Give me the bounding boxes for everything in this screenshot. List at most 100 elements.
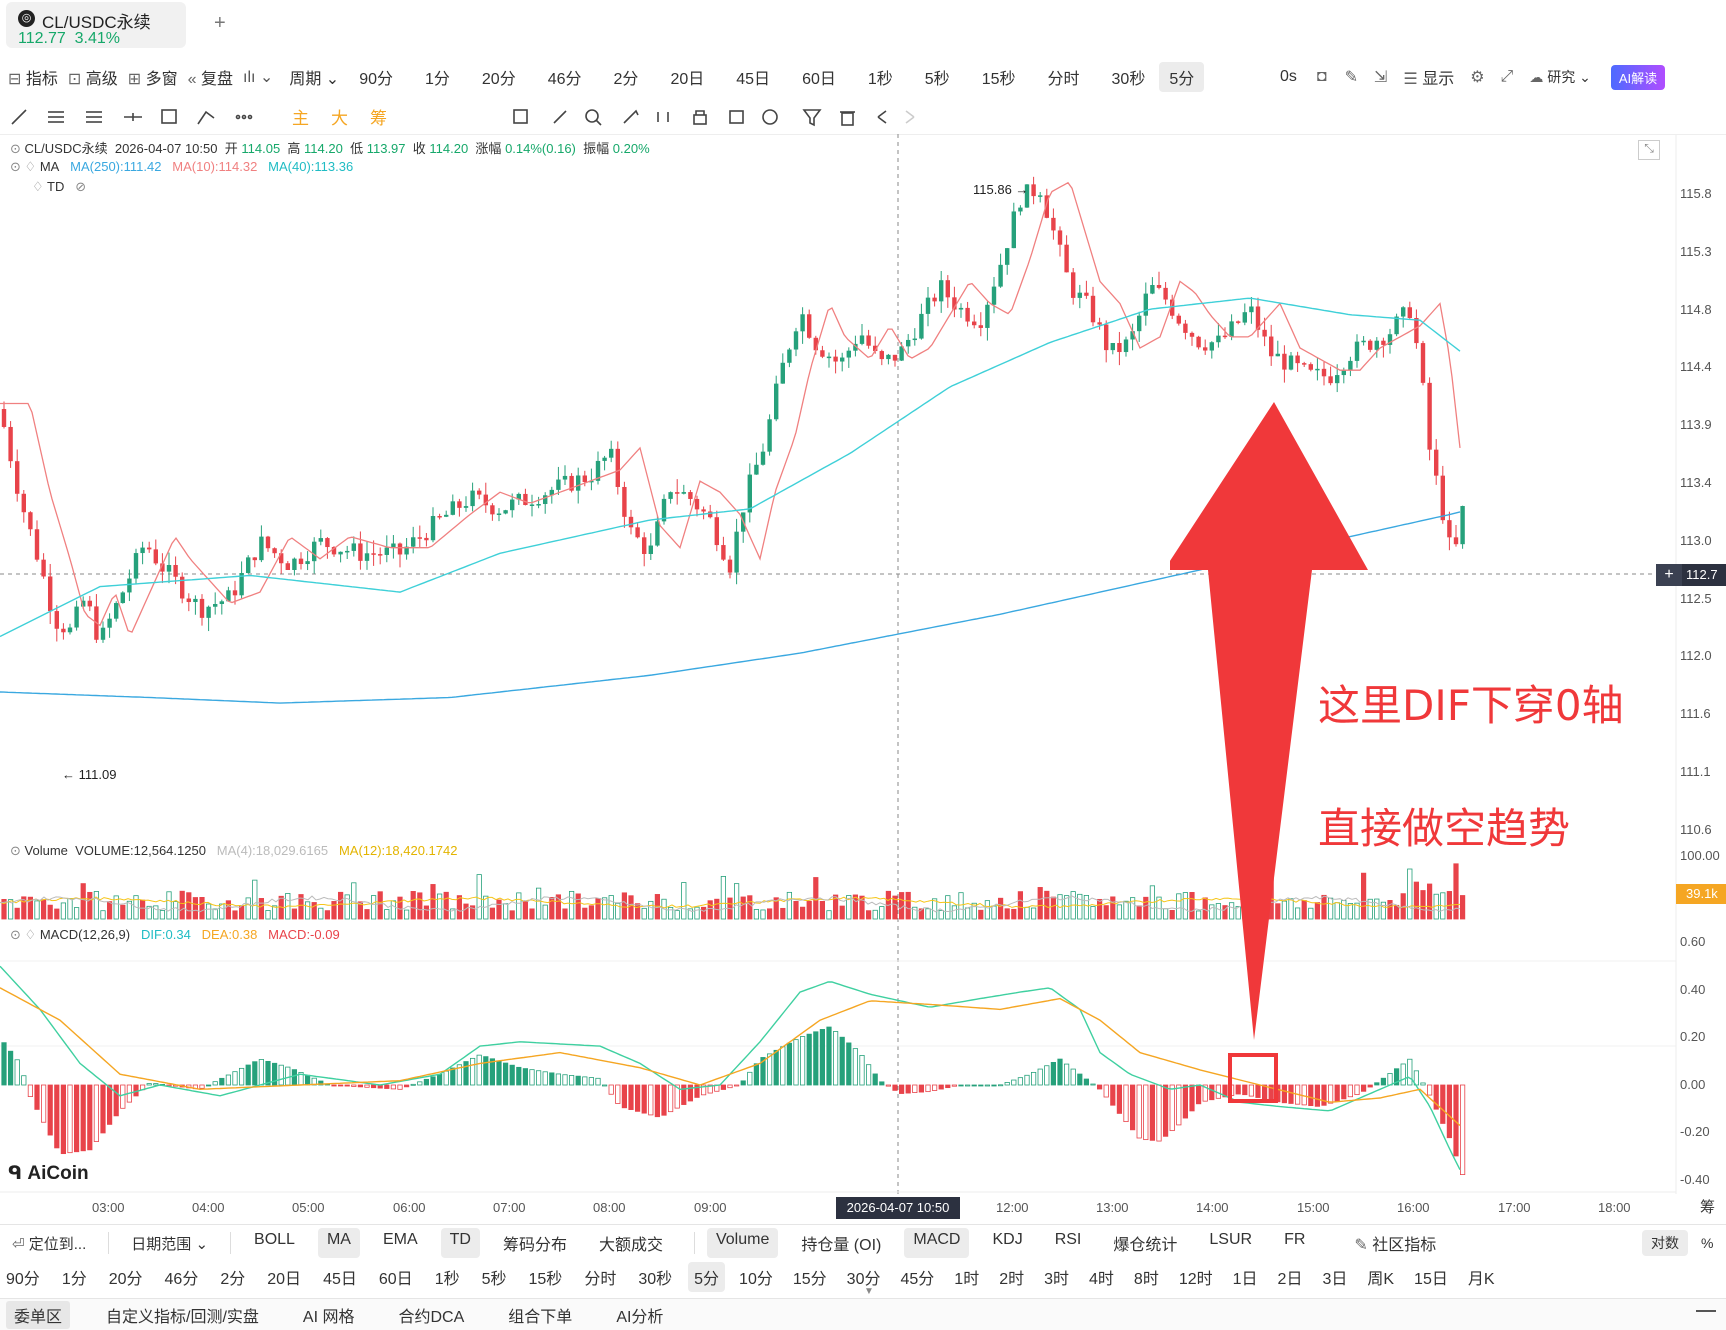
collapse-arrow-icon[interactable]: ▼ xyxy=(864,1286,874,1297)
date-range-dropdown[interactable]: 日期范围 ⌄ xyxy=(131,1235,209,1253)
drawing-tools-icons[interactable] xyxy=(6,104,936,130)
bottom-period-5分[interactable]: 5分 xyxy=(688,1262,726,1292)
percent-toggle[interactable]: % xyxy=(1701,1235,1714,1251)
add-alert-icon[interactable]: + xyxy=(1656,564,1682,586)
indicator-MA[interactable]: MA xyxy=(317,1228,360,1258)
expand-icon[interactable]: ⤡ xyxy=(1638,140,1660,160)
bottom-period-15分[interactable]: 15分 xyxy=(792,1271,827,1288)
bottom-period-30分[interactable]: 30分 xyxy=(846,1271,881,1288)
sub-indicator-Volume[interactable]: Volume xyxy=(706,1228,779,1258)
period-20日[interactable]: 20日 xyxy=(670,71,705,88)
sub-indicator-KDJ[interactable]: KDJ xyxy=(992,1231,1023,1248)
sub-indicator-RSI[interactable]: RSI xyxy=(1054,1231,1082,1248)
research-button[interactable]: ☁ 研究 ⌄ xyxy=(1529,69,1591,85)
period-90分[interactable]: 90分 xyxy=(359,71,393,88)
sub-indicator-FR[interactable]: FR xyxy=(1284,1231,1306,1248)
big-order-toggle[interactable]: 大 xyxy=(331,109,348,128)
bottom-period-60日[interactable]: 60日 xyxy=(378,1271,413,1288)
period-45日[interactable]: 45日 xyxy=(736,71,771,88)
bottom-period-2分[interactable]: 2分 xyxy=(220,1271,246,1288)
bottom-tab-2[interactable]: AI 网格 xyxy=(302,1309,355,1326)
bottom-tab-4[interactable]: 组合下单 xyxy=(508,1309,573,1326)
bottom-period-46分[interactable]: 46分 xyxy=(164,1271,199,1288)
indicator-TD[interactable]: TD xyxy=(440,1228,480,1258)
indicator-BOLL[interactable]: BOLL xyxy=(254,1231,295,1248)
display-button[interactable]: ☰ 显示 xyxy=(1403,71,1455,88)
collapse-icon[interactable]: ⊙ xyxy=(10,141,21,156)
period-1秒[interactable]: 1秒 xyxy=(867,71,893,88)
collapse-icon[interactable]: ⊙ xyxy=(10,927,21,942)
period-15秒[interactable]: 15秒 xyxy=(981,71,1016,88)
period-60日[interactable]: 60日 xyxy=(802,71,836,88)
chip-toggle[interactable]: 筹 xyxy=(370,109,387,128)
period-dropdown[interactable]: 周期 ⌄ xyxy=(289,71,340,88)
bottom-tab-3[interactable]: 合约DCA xyxy=(398,1309,465,1326)
bottom-period-10分[interactable]: 10分 xyxy=(739,1271,773,1288)
bottom-period-20日[interactable]: 20日 xyxy=(267,1271,302,1288)
bottom-period-1日[interactable]: 1日 xyxy=(1232,1271,1258,1288)
collapse-icon[interactable]: ⊙ xyxy=(10,159,21,174)
bottom-period-分时[interactable]: 分时 xyxy=(584,1271,617,1288)
period-2分[interactable]: 2分 xyxy=(613,71,639,88)
export-icon[interactable]: ⇲ xyxy=(1373,69,1388,86)
bottom-period-12时[interactable]: 12时 xyxy=(1178,1271,1213,1288)
settings-icon[interactable]: ⚙ xyxy=(1470,69,1485,86)
bottom-period-5秒[interactable]: 5秒 xyxy=(481,1271,507,1288)
bottom-period-30秒[interactable]: 30秒 xyxy=(638,1271,673,1288)
bottom-tab-0[interactable]: 委单区 xyxy=(6,1301,71,1329)
bottom-period-2日[interactable]: 2日 xyxy=(1277,1271,1303,1288)
sub-indicator-持仓量 (OI)[interactable]: 持仓量 (OI) xyxy=(801,1237,882,1254)
advanced-button[interactable]: ⊡ 高级 xyxy=(67,71,118,88)
fullscreen-icon[interactable]: ⤢ xyxy=(1500,68,1514,85)
period-20分[interactable]: 20分 xyxy=(481,71,516,88)
collapse-icon[interactable]: ⊙ xyxy=(10,843,21,858)
pen-icon[interactable]: ✎ xyxy=(1344,69,1358,86)
bottom-period-45日[interactable]: 45日 xyxy=(323,1271,357,1288)
main-force-toggle[interactable]: 主 xyxy=(292,109,309,128)
indicator-button[interactable]: ⊟ 指标 xyxy=(8,71,58,88)
bottom-period-2时[interactable]: 2时 xyxy=(999,1271,1025,1288)
period-5秒[interactable]: 5秒 xyxy=(924,71,950,88)
eye-off-icon[interactable]: ⊘ xyxy=(75,179,87,194)
add-tab-icon[interactable]: + xyxy=(214,12,226,34)
bottom-period-15秒[interactable]: 15秒 xyxy=(528,1271,563,1288)
symbol-tab[interactable]: ◎ CL/USDC永续 112.77 3.41% xyxy=(6,2,186,48)
bottom-period-1时[interactable]: 1时 xyxy=(954,1271,980,1288)
bottom-period-90分[interactable]: 90分 xyxy=(6,1271,40,1288)
community-indicator-button[interactable]: ✎ 社区指标 xyxy=(1354,1237,1437,1254)
locate-button[interactable]: ⏎ 定位到... xyxy=(12,1235,87,1253)
chart-type-button[interactable]: ılı ⌄ xyxy=(243,69,274,86)
multi-window-button[interactable]: ⊞ 多窗 xyxy=(127,71,178,88)
zero-seconds-label[interactable]: 0s xyxy=(1280,68,1297,85)
indicator-EMA[interactable]: EMA xyxy=(382,1231,418,1248)
period-5分[interactable]: 5分 xyxy=(1159,62,1205,92)
bottom-period-4时[interactable]: 4时 xyxy=(1089,1271,1114,1288)
bottom-period-20分[interactable]: 20分 xyxy=(108,1271,143,1288)
sub-indicator-爆仓统计[interactable]: 爆仓统计 xyxy=(1113,1237,1178,1254)
period-46分[interactable]: 46分 xyxy=(547,71,582,88)
sub-indicator-MACD[interactable]: MACD xyxy=(904,1228,970,1258)
bottom-period-1分[interactable]: 1分 xyxy=(61,1271,87,1288)
ai-interpret-button[interactable]: AI解读 xyxy=(1610,64,1666,90)
bottom-tab-5[interactable]: AI分析 xyxy=(616,1309,664,1326)
bottom-period-3日[interactable]: 3日 xyxy=(1322,1271,1348,1288)
period-分时[interactable]: 分时 xyxy=(1047,71,1080,88)
bottom-period-8时[interactable]: 8时 xyxy=(1133,1271,1159,1288)
bottom-period-15日[interactable]: 15日 xyxy=(1414,1271,1448,1288)
bottom-period-月K[interactable]: 月K xyxy=(1467,1271,1495,1288)
bottom-period-周K[interactable]: 周K xyxy=(1367,1271,1395,1288)
period-1分[interactable]: 1分 xyxy=(425,71,450,88)
price-chart[interactable] xyxy=(0,134,1726,1194)
minimize-icon[interactable] xyxy=(1696,1310,1716,1312)
log-scale-toggle[interactable]: 对数 xyxy=(1642,1230,1688,1256)
chip-axis-label[interactable]: 筹 xyxy=(1700,1199,1716,1216)
bottom-tab-1[interactable]: 自定义指标/回测/实盘 xyxy=(106,1309,259,1326)
bottom-period-45分[interactable]: 45分 xyxy=(900,1271,935,1288)
period-30秒[interactable]: 30秒 xyxy=(1111,71,1146,88)
indicator-大额成交[interactable]: 大额成交 xyxy=(598,1237,663,1254)
indicator-筹码分布[interactable]: 筹码分布 xyxy=(502,1237,567,1254)
sub-indicator-LSUR[interactable]: LSUR xyxy=(1209,1231,1253,1248)
camera-icon[interactable]: ◘ xyxy=(1316,68,1327,85)
replay-button[interactable]: « 复盘 xyxy=(187,71,233,88)
bottom-period-3时[interactable]: 3时 xyxy=(1044,1271,1070,1288)
